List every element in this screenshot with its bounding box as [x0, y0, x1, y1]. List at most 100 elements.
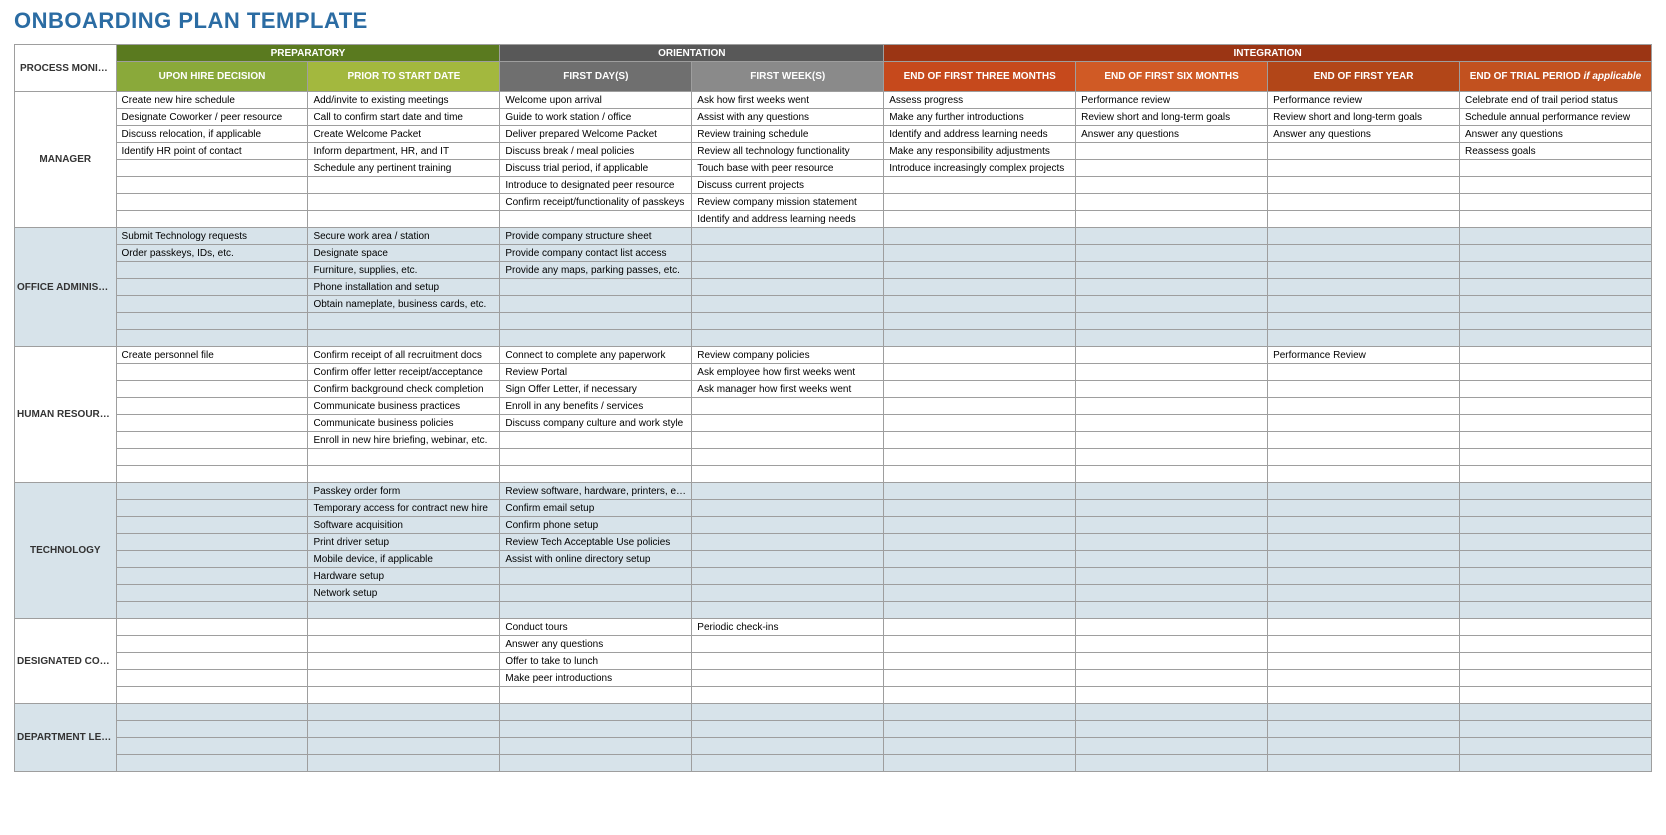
cell	[1268, 194, 1460, 211]
cell	[1459, 160, 1651, 177]
cell	[500, 687, 692, 704]
cell	[1076, 551, 1268, 568]
cell	[308, 313, 500, 330]
cell	[1268, 177, 1460, 194]
cell	[1459, 449, 1651, 466]
cell	[1076, 398, 1268, 415]
cell: Ask employee how first weeks went	[692, 364, 884, 381]
table-row: Introduce to designated peer resourceDis…	[15, 177, 1652, 194]
table-row: Order passkeys, IDs, etc.Designate space…	[15, 245, 1652, 262]
cell	[1268, 143, 1460, 160]
cell	[116, 296, 308, 313]
cell	[1268, 687, 1460, 704]
cell	[1268, 585, 1460, 602]
cell	[1268, 330, 1460, 347]
table-row: Hardware setup	[15, 568, 1652, 585]
cell	[1076, 687, 1268, 704]
cell: Confirm phone setup	[500, 517, 692, 534]
cell	[884, 415, 1076, 432]
cell	[1268, 364, 1460, 381]
cell	[884, 449, 1076, 466]
cell	[116, 551, 308, 568]
cell	[116, 194, 308, 211]
cell	[884, 466, 1076, 483]
cell	[692, 636, 884, 653]
cell	[116, 721, 308, 738]
cell	[116, 398, 308, 415]
cell	[692, 262, 884, 279]
cell	[116, 670, 308, 687]
cell	[1268, 398, 1460, 415]
phase-group-header: PREPARATORY	[116, 45, 500, 62]
cell	[884, 585, 1076, 602]
cell	[884, 347, 1076, 364]
cell	[500, 313, 692, 330]
cell	[1459, 585, 1651, 602]
cell	[884, 177, 1076, 194]
cell	[116, 517, 308, 534]
cell	[116, 687, 308, 704]
cell: Furniture, supplies, etc.	[308, 262, 500, 279]
cell: Ask how first weeks went	[692, 92, 884, 109]
phase-column-header: PRIOR TO START DATE	[308, 62, 500, 92]
cell	[116, 755, 308, 772]
cell: Identify and address learning needs	[884, 126, 1076, 143]
table-row: Print driver setupReview Tech Acceptable…	[15, 534, 1652, 551]
table-row: HUMAN RESOURCESCreate personnel fileConf…	[15, 347, 1652, 364]
cell	[116, 211, 308, 228]
table-row	[15, 738, 1652, 755]
role-label-cell: HUMAN RESOURCES	[15, 347, 117, 483]
cell: Hardware setup	[308, 568, 500, 585]
table-row: Temporary access for contract new hireCo…	[15, 500, 1652, 517]
cell	[1076, 415, 1268, 432]
cell: Call to confirm start date and time	[308, 109, 500, 126]
page-title: ONBOARDING PLAN TEMPLATE	[14, 8, 1652, 34]
cell	[1076, 160, 1268, 177]
cell	[1268, 602, 1460, 619]
cell	[1268, 517, 1460, 534]
table-head: PROCESS MONITOR / MENTORPREPARATORYORIEN…	[15, 45, 1652, 92]
cell	[1268, 211, 1460, 228]
cell	[1076, 466, 1268, 483]
cell	[1076, 534, 1268, 551]
cell	[500, 449, 692, 466]
cell	[308, 449, 500, 466]
table-row: Identify and address learning needs	[15, 211, 1652, 228]
cell	[1076, 432, 1268, 449]
cell	[692, 653, 884, 670]
cell	[1459, 755, 1651, 772]
cell	[308, 687, 500, 704]
cell	[884, 194, 1076, 211]
cell	[1076, 755, 1268, 772]
cell: Order passkeys, IDs, etc.	[116, 245, 308, 262]
cell: Answer any questions	[500, 636, 692, 653]
cell	[1459, 704, 1651, 721]
phase-column-header: END OF FIRST YEAR	[1268, 62, 1460, 92]
cell	[1076, 330, 1268, 347]
cell: Review company policies	[692, 347, 884, 364]
cell	[1268, 160, 1460, 177]
cell	[308, 602, 500, 619]
cell	[500, 466, 692, 483]
cell	[884, 517, 1076, 534]
role-label-cell: DEPARTMENT LEAD if applicable	[15, 704, 117, 772]
cell	[1076, 670, 1268, 687]
cell	[1268, 262, 1460, 279]
cell	[884, 670, 1076, 687]
cell	[884, 704, 1076, 721]
cell: Review Tech Acceptable Use policies	[500, 534, 692, 551]
cell: Confirm receipt of all recruitment docs	[308, 347, 500, 364]
table-row	[15, 466, 1652, 483]
cell	[116, 279, 308, 296]
cell	[884, 602, 1076, 619]
table-row: Designate Coworker / peer resourceCall t…	[15, 109, 1652, 126]
cell: Identify HR point of contact	[116, 143, 308, 160]
cell: Answer any questions	[1268, 126, 1460, 143]
cell	[1076, 296, 1268, 313]
cell: Provide any maps, parking passes, etc.	[500, 262, 692, 279]
cell	[1076, 517, 1268, 534]
cell: Network setup	[308, 585, 500, 602]
cell	[116, 432, 308, 449]
cell	[500, 568, 692, 585]
cell	[1459, 568, 1651, 585]
